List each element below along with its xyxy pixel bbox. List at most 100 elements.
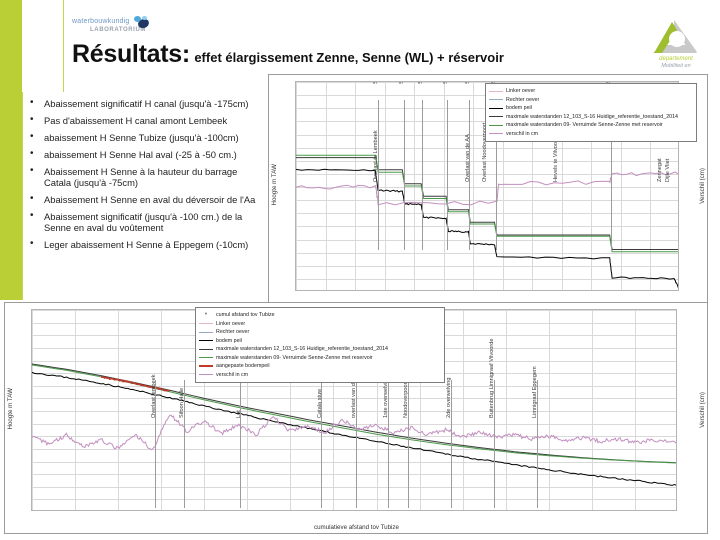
legend-swatch <box>489 107 503 109</box>
annotation-marker <box>403 100 405 250</box>
annotation-marker <box>377 100 379 250</box>
annotation-label: Zennegat <box>656 158 663 182</box>
legend-item: bodem peil <box>489 104 692 113</box>
legend-item: Linker oever <box>489 87 692 96</box>
legend-swatch <box>199 348 213 350</box>
bullet-item: Abaissement H Senne en aval du déversoir… <box>22 193 262 205</box>
chart-legend: • cumul afstand tov Tubize Linker oever Rec… <box>195 307 445 383</box>
chart-legend: Linker oever Rechter oever bodem peil maxim… <box>485 83 697 142</box>
legend-label: maximale waterstanden 12_103_S-16 Huidig… <box>216 346 388 353</box>
grid-line <box>384 82 386 290</box>
series-line <box>32 414 676 451</box>
legend-item: • cumul afstand tov Tubize <box>199 311 440 320</box>
legend-item: maximale waterstanden 12_103_S-16 Huidig… <box>489 113 692 122</box>
legend-label: bodem peil <box>506 105 532 112</box>
annotation-marker <box>422 100 424 250</box>
grid-line <box>419 310 421 510</box>
annotation-marker <box>355 380 357 508</box>
annotation-label: Catala stuw <box>316 388 323 418</box>
grid-line <box>650 82 652 290</box>
grid-line <box>502 82 504 290</box>
grid-line <box>296 239 678 241</box>
annotation-marker <box>536 380 538 508</box>
grid-line <box>296 200 678 202</box>
grid-line <box>462 310 464 510</box>
bullet-item: Abaissement significatif (jusqu'à -100 c… <box>22 210 262 234</box>
legend-swatch <box>489 99 503 101</box>
grid-line <box>32 474 676 476</box>
legend-label: aangepaste bodempeil <box>216 363 270 370</box>
bullet-item: Leger abaissement H Senne à Eppegem (-10… <box>22 238 262 250</box>
grid-line <box>296 160 678 162</box>
series-layer <box>32 363 676 486</box>
grid-line <box>32 448 676 450</box>
annotation-label: Limnigraaf Eppegem <box>532 366 539 418</box>
annotation-label: Buitenbrug Limnigraaf Vilvoorde <box>489 338 496 418</box>
x-axis-label: cumulatieve afstand tov Tubize <box>314 524 399 531</box>
annotation-label: Sluis te Lembeek <box>373 82 379 84</box>
annotation-label: Overlast te Lembeek <box>373 130 380 182</box>
annotation-label: Overlast van de AA <box>464 134 471 182</box>
legend-item: aangepaste bodempeil <box>199 362 440 371</box>
legend-item: maximale waterstanden 09- Verruimde Senn… <box>489 121 692 130</box>
legend-label: Linker oever <box>216 320 246 327</box>
grid-line <box>333 310 335 510</box>
grid-line <box>296 265 678 267</box>
series-line <box>100 376 170 392</box>
bullet-item: abaissement H Senne Hal aval (-25 à -50 … <box>22 148 262 160</box>
grid-line <box>376 310 378 510</box>
grid-line <box>473 82 475 290</box>
legend-item: verschil in cm <box>199 371 440 380</box>
grid-line <box>75 310 77 510</box>
annotation-label: Sluis te Anderlecht <box>465 82 471 84</box>
grid-line <box>325 82 327 290</box>
grid-line <box>505 310 507 510</box>
legend-label: verschil in cm <box>216 371 249 378</box>
grid-line <box>290 310 292 510</box>
legend-label: maximale waterstanden 09- Verruimde Senn… <box>216 354 373 361</box>
legend-swatch <box>489 90 503 92</box>
grid-line <box>32 411 676 412</box>
grid-line <box>296 147 678 149</box>
legend-swatch <box>199 323 213 325</box>
legend-label: bodem peil <box>216 337 242 344</box>
grid-line <box>32 436 676 438</box>
grid-line <box>32 423 676 425</box>
legend-item: Rechter oever <box>489 96 692 105</box>
bullet-item: Abaissement significatif H canal (jusqu'… <box>22 97 262 109</box>
legend-label: Rechter oever <box>506 96 540 103</box>
legend-item: maximale waterstanden 12_103_S-16 Huidig… <box>199 345 440 354</box>
annotation-label: Overlast lembeek <box>150 374 157 418</box>
annotation-label: Sluis te Ruisbroek <box>443 82 449 84</box>
legend-item: Rechter oever <box>199 328 440 337</box>
annotation-label: Sluis te Lot <box>418 82 424 84</box>
grid-line <box>32 486 676 488</box>
y-axis-label: Hoogte m TAW <box>7 388 14 430</box>
annotation-label: Sluis te Halle <box>399 82 405 84</box>
title-subtitle: effet élargissement Zenne, Senne (WL) + … <box>194 50 504 65</box>
page-title: Résultats: effet élargissement Zenne, Se… <box>72 40 504 69</box>
legend-swatch <box>489 133 503 135</box>
water-droplet-icon <box>134 16 151 30</box>
annotation-marker <box>321 380 323 508</box>
annotation-marker <box>495 100 497 250</box>
legend-swatch <box>199 374 213 376</box>
legend-swatch <box>199 331 213 333</box>
grid-line <box>204 310 206 510</box>
accent-bar <box>0 0 22 300</box>
grid-line <box>532 82 534 290</box>
grid-line <box>561 82 563 290</box>
legend-label: maximale waterstanden 09- Verruimde Senn… <box>506 122 663 129</box>
grid-line <box>296 173 678 175</box>
grid-line <box>118 310 120 510</box>
series-line <box>32 371 676 486</box>
series-line <box>296 154 678 253</box>
legend-label: Linker oever <box>506 88 536 95</box>
grid-line <box>32 310 33 510</box>
annotation-marker <box>469 100 471 250</box>
annotation-marker <box>493 380 495 508</box>
bullet-item: Pas d'abaissement H canal amont Lembeek <box>22 114 262 126</box>
legend-item: Linker oever <box>199 320 440 329</box>
legend-item: maximale waterstanden 09- Verruimde Senn… <box>199 354 440 363</box>
